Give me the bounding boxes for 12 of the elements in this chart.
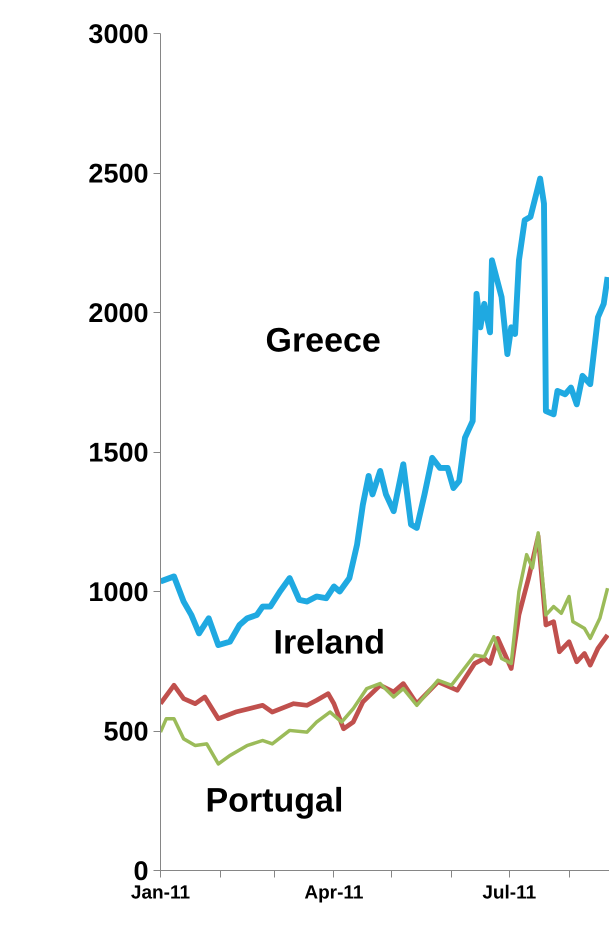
x-tick-label: Jul-11 <box>482 882 537 904</box>
line-series <box>160 531 609 766</box>
x-tick-label: Apr-11 <box>304 882 364 904</box>
series-label: Ireland <box>274 624 385 662</box>
y-tick-label: 3000 <box>88 19 149 49</box>
text: Greece <box>266 322 381 360</box>
series-label: Portugal <box>206 782 344 820</box>
y-tick-label: 2500 <box>88 158 149 188</box>
y-tick-label: 1000 <box>88 577 149 607</box>
y-tick-label: 2000 <box>88 298 149 328</box>
y-tick-label: 1500 <box>88 438 149 468</box>
y-tick-label: 500 <box>103 716 149 746</box>
